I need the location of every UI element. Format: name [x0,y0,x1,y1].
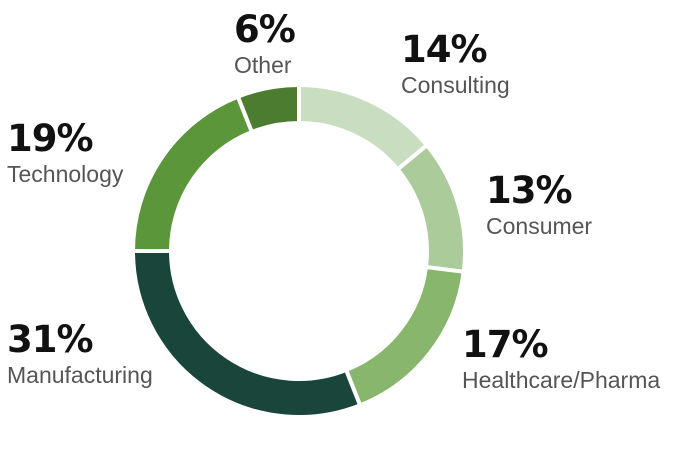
label-consumer: 13% Consumer [486,172,592,238]
cat-manufacturing: Manufacturing [7,362,153,388]
label-technology: 19% Technology [7,120,123,186]
donut-slice-technology [130,94,255,253]
cat-consulting: Consulting [401,72,510,98]
cat-healthcare: Healthcare/Pharma [462,367,661,393]
donut-slice-healthcare-pharma [343,264,466,408]
label-other: 6% Other [234,8,296,78]
pct-consulting: 14% [401,28,488,71]
donut-slice-manufacturing [130,249,363,419]
pct-healthcare: 17% [462,323,549,366]
cat-technology: Technology [7,161,124,187]
label-manufacturing: 31% Manufacturing [7,321,153,387]
pct-technology: 19% [7,117,94,160]
pct-manufacturing: 31% [7,318,94,361]
donut-slice-consumer [394,142,467,275]
label-healthcare: 17% Healthcare/Pharma [462,326,660,392]
cat-other: Other [234,52,292,78]
pct-consumer: 13% [486,169,573,212]
cat-consumer: Consumer [486,213,593,239]
label-consulting: 14% Consulting [401,31,510,97]
donut-slice-other [235,82,301,135]
pct-other: 6% [234,8,296,51]
